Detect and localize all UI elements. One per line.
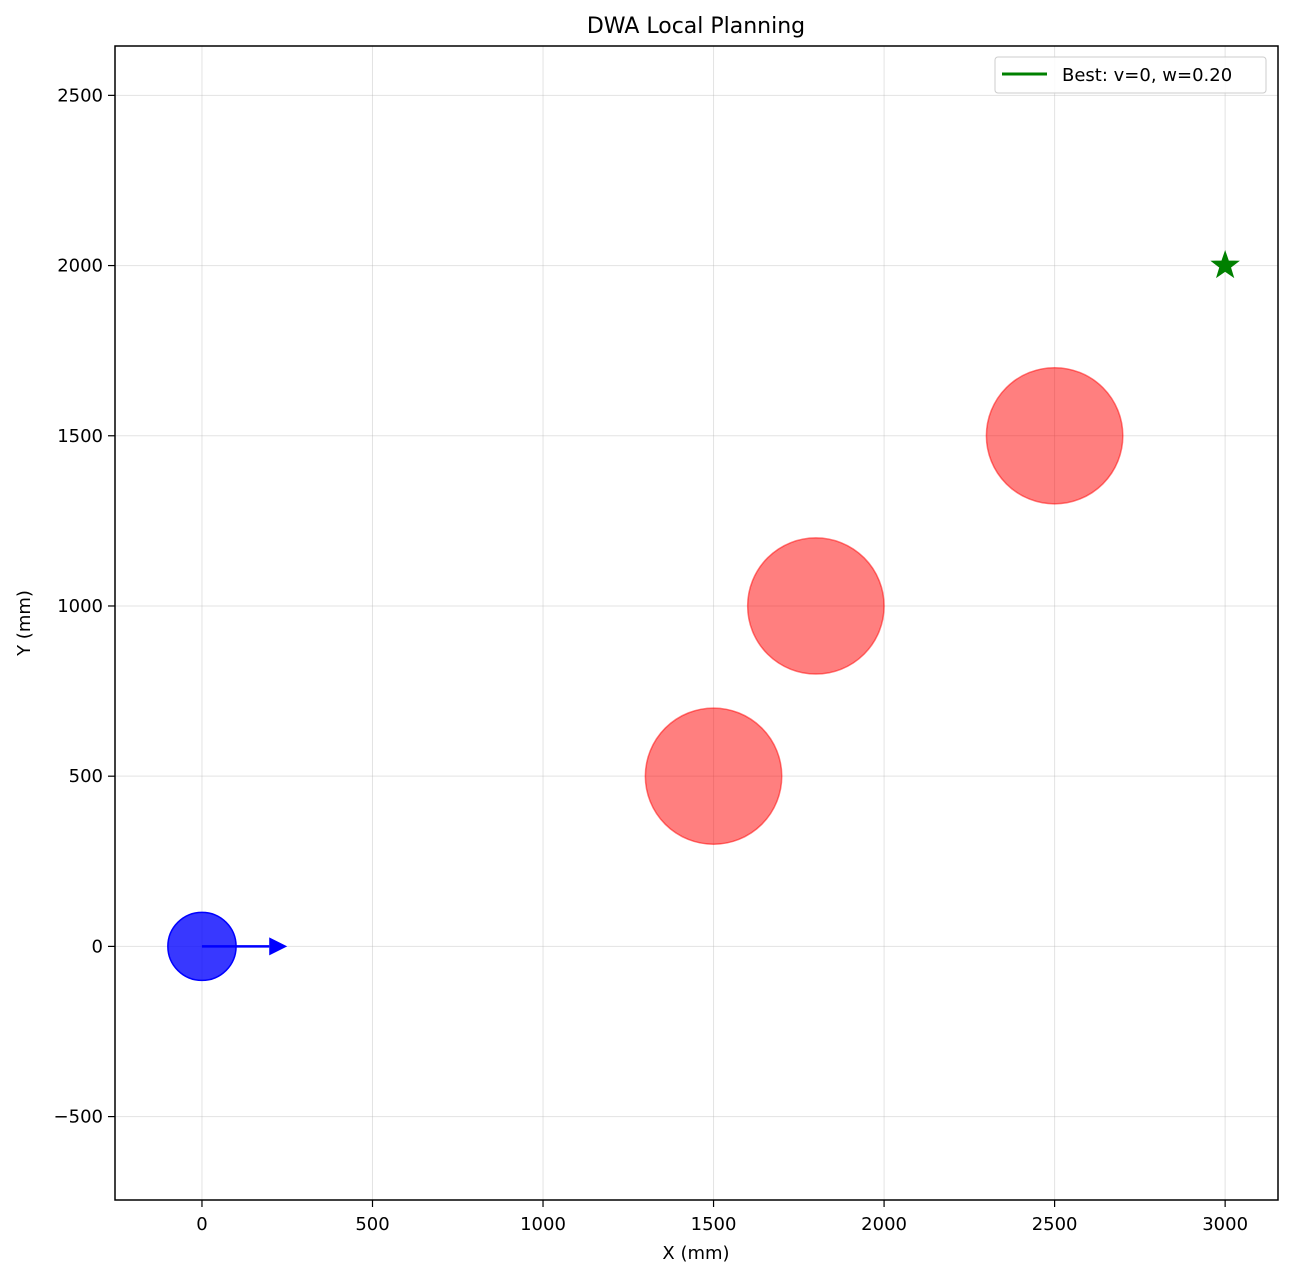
y-tick-label: 1500 (57, 426, 103, 447)
y-tick-label: 1000 (57, 596, 103, 617)
y-tick-label: 500 (69, 766, 103, 787)
x-tick-label: 2000 (861, 1214, 907, 1235)
x-tick-label: 1000 (520, 1214, 566, 1235)
grid-lines (115, 46, 1278, 1200)
legend-box (994, 56, 1267, 94)
x-tick-label: 1500 (691, 1214, 737, 1235)
robot-heading-arrowhead (269, 937, 288, 956)
y-tick-label: 2500 (57, 85, 103, 106)
data-layer (167, 250, 1240, 982)
plot-frame (114, 45, 1279, 1201)
legend-label-best: Best: v=0, w=0.20 (1062, 65, 1232, 86)
goal-star-marker (1210, 250, 1240, 279)
y-tick-label: 0 (92, 936, 103, 957)
obstacle-circle (644, 707, 783, 846)
obstacle-circle (746, 537, 885, 675)
y-tick-label: −500 (54, 1107, 103, 1128)
x-axis-label: X (mm) (662, 1243, 729, 1264)
axis-ticks: 0 500 1000 1500 2000 2500 3000 −500 0 500 1000 1500… (54, 85, 1248, 1235)
x-tick-label: 3000 (1202, 1214, 1248, 1235)
legend: Best: v=0, w=0.20 (994, 56, 1267, 94)
x-tick-label: 500 (355, 1214, 389, 1235)
x-tick-label: 0 (196, 1214, 207, 1235)
y-tick-label: 2000 (57, 256, 103, 277)
y-axis-label: Y (mm) (14, 590, 35, 657)
x-tick-label: 2500 (1032, 1214, 1078, 1235)
chart-title: DWA Local Planning (587, 14, 805, 39)
obstacle-circle (985, 366, 1124, 505)
